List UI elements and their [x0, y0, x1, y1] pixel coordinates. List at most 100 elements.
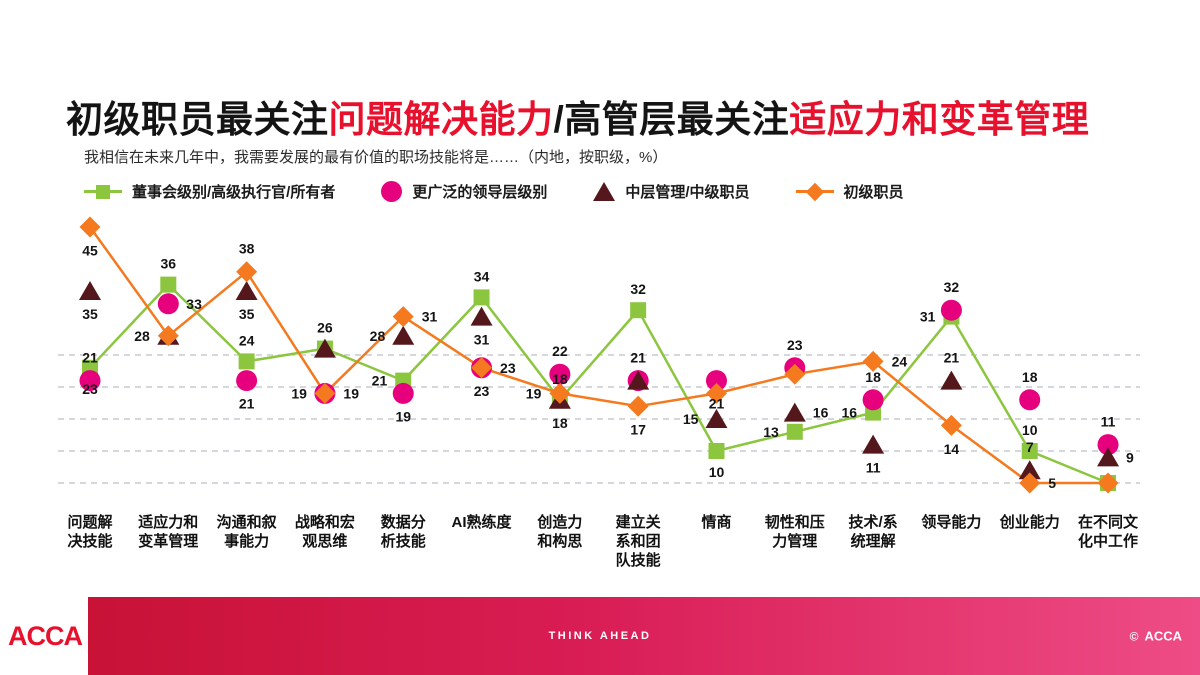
- data-label: 15: [683, 411, 699, 427]
- diamond-marker: [549, 382, 571, 404]
- category-label: 适应力和变革管理: [138, 513, 198, 550]
- data-label: 21: [82, 350, 98, 366]
- data-label: 23: [787, 337, 803, 353]
- data-label: 22: [552, 343, 568, 359]
- chart-area: 23 36 24 26 21 34 18 32 10 13 16 31 10 21 33 21 19 19 23 22…: [0, 205, 1200, 595]
- diamond-marker: [314, 382, 336, 404]
- triangle-marker: [392, 325, 415, 345]
- data-label: 10: [1022, 422, 1038, 438]
- diamond-marker: [1097, 472, 1119, 494]
- diamond-marker: [862, 350, 884, 372]
- category-label: 建立关系和团队技能: [616, 513, 661, 569]
- triangle-marker: [313, 338, 336, 358]
- category-label: 战略和宏观思维: [295, 513, 355, 550]
- data-label: 14: [944, 441, 960, 457]
- data-label: 10: [709, 464, 725, 480]
- data-label: 33: [186, 296, 202, 312]
- legend-label: 董事会级别/高级执行官/所有者: [132, 184, 336, 201]
- triangle-marker: [705, 409, 728, 428]
- footer-brand-text: ACCA: [1144, 628, 1182, 644]
- circle-legend-icon: [381, 181, 403, 202]
- category-label: 沟通和叙事能力: [217, 513, 277, 550]
- data-label: 23: [82, 381, 98, 397]
- data-label: 31: [422, 309, 438, 325]
- data-label: 36: [161, 256, 177, 272]
- data-label: 31: [474, 332, 490, 348]
- triangle-marker: [783, 402, 806, 422]
- footer-brand: © ACCA: [1130, 629, 1182, 644]
- data-label: 45: [82, 243, 98, 259]
- legend-item-2: 中层管理/中级职员: [593, 181, 750, 202]
- category-label: 韧性和压力管理: [765, 513, 825, 550]
- data-label: 18: [552, 415, 568, 431]
- data-label: 7: [1026, 439, 1034, 455]
- data-label: 18: [865, 369, 881, 385]
- square-marker: [1021, 443, 1038, 459]
- data-label: 21: [709, 396, 725, 412]
- triangle-marker: [1097, 447, 1120, 467]
- diamond-marker: [784, 363, 806, 385]
- circle-marker: [705, 370, 727, 392]
- legend-label: 初级职员: [843, 184, 904, 201]
- data-label: 13: [763, 424, 779, 440]
- triangle-marker: [940, 370, 963, 390]
- triangle-marker: [470, 306, 493, 326]
- chart-subtitle: 我相信在未来几年中，我需要发展的最有价值的职场技能将是……（内地，按职级，%）: [84, 149, 668, 166]
- title-segment: 初级职员最关注: [66, 98, 329, 140]
- footer-tagline: THINK AHEAD: [548, 630, 652, 642]
- data-label: 19: [343, 385, 359, 401]
- data-label: 23: [500, 360, 516, 376]
- category-label: 领导能力: [920, 513, 981, 531]
- diamond-marker: [940, 414, 962, 436]
- diamond-marker: [236, 261, 258, 283]
- data-label: 9: [1126, 449, 1134, 465]
- page-title: 初级职员最关注问题解决能力/高管层最关注适应力和变革管理: [66, 89, 1089, 143]
- category-label: 创业能力: [999, 513, 1060, 531]
- data-label: 19: [526, 385, 542, 401]
- data-label: 21: [944, 350, 960, 366]
- data-label: 32: [630, 281, 646, 297]
- circle-marker: [79, 370, 101, 392]
- series-line: [88, 226, 1109, 485]
- category-label: 数据分析技能: [381, 513, 426, 550]
- category-label: 在不同文化中工作: [1078, 513, 1139, 550]
- triangle-marker: [862, 434, 885, 454]
- data-label: 19: [395, 408, 411, 424]
- triangle-marker: [235, 281, 258, 300]
- series-line: [89, 283, 1109, 485]
- square-marker: [708, 443, 725, 459]
- circle-marker: [157, 293, 179, 315]
- square-marker: [160, 276, 177, 293]
- triangle-marker: [79, 281, 101, 300]
- data-label: 5: [1048, 475, 1056, 491]
- data-label: 21: [630, 350, 646, 366]
- data-label: 28: [370, 328, 386, 344]
- triangle-marker: [627, 370, 650, 390]
- data-label: 19: [291, 385, 307, 401]
- square-marker: [786, 423, 803, 440]
- diamond-marker: [79, 216, 101, 238]
- triangle-legend-icon: [593, 182, 616, 201]
- category-label: 情商: [701, 513, 731, 531]
- circle-marker: [940, 299, 962, 321]
- data-label: 32: [944, 279, 960, 295]
- data-label: 31: [920, 309, 936, 325]
- data-label: 35: [82, 306, 98, 322]
- category-label: 技术/系统理解: [849, 513, 898, 550]
- data-label: 38: [239, 240, 255, 256]
- data-label: 18: [1022, 369, 1038, 385]
- legend: 董事会级别/高级执行官/所有者 更广泛的领导层级别 中层管理/中级职员 初级职员: [84, 181, 904, 202]
- data-label: 11: [1101, 414, 1116, 430]
- title-segment: 适应力和变革管理: [789, 98, 1090, 140]
- title-segment: /高管层最关注: [553, 98, 790, 140]
- data-label: 35: [239, 306, 255, 322]
- diamond-legend-icon: [795, 182, 834, 201]
- data-label: 16: [813, 405, 829, 421]
- data-label: 24: [892, 353, 908, 369]
- data-label: 11: [866, 460, 881, 476]
- copyright-icon: ©: [1129, 629, 1139, 643]
- legend-item-0: 董事会级别/高级执行官/所有者: [84, 181, 335, 202]
- circle-marker: [549, 363, 571, 385]
- category-label: 问题解决技能: [67, 513, 112, 550]
